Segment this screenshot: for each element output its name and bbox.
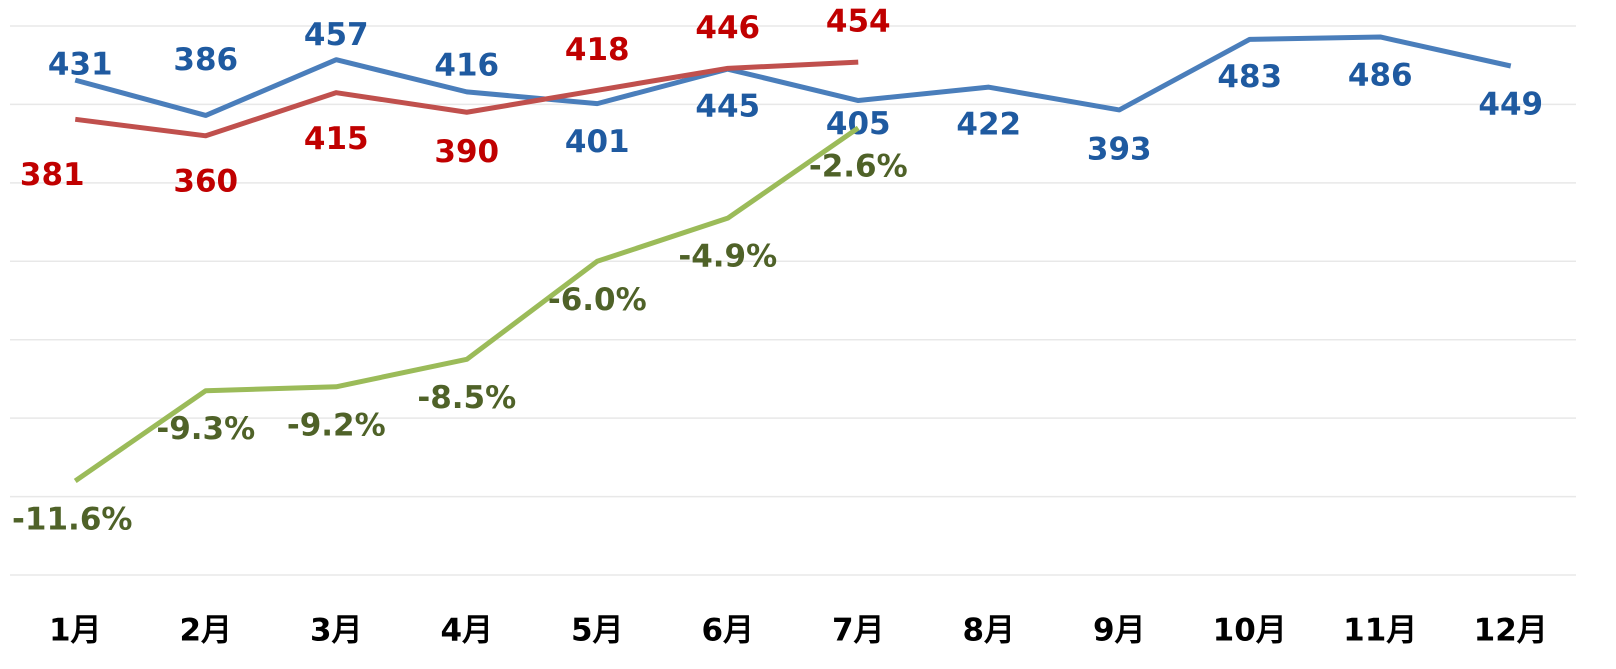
- data-label: -2.6%: [809, 148, 908, 184]
- x-tick-label: 2月: [179, 613, 232, 649]
- data-label: 381: [20, 157, 85, 193]
- x-tick-label: 7月: [832, 613, 885, 649]
- x-tick-label: 12月: [1474, 613, 1548, 649]
- data-label: 449: [1478, 86, 1543, 122]
- data-label: 416: [434, 47, 499, 83]
- data-label: -4.9%: [678, 239, 777, 275]
- data-label: 431: [48, 47, 113, 83]
- x-tick-label: 5月: [571, 613, 624, 649]
- x-tick-label: 9月: [1093, 613, 1146, 649]
- data-label: 415: [304, 121, 369, 157]
- data-label: 418: [565, 32, 630, 68]
- series-line: [74, 59, 859, 139]
- x-tick-label: 8月: [962, 613, 1015, 649]
- data-label: 390: [434, 134, 499, 170]
- data-label: 422: [956, 107, 1021, 143]
- x-tick-label: 10月: [1213, 613, 1287, 649]
- data-label: 457: [304, 17, 369, 53]
- data-label: -8.5%: [417, 380, 516, 416]
- data-label: 401: [565, 124, 630, 160]
- data-label: -11.6%: [12, 501, 132, 537]
- x-tick-label: 6月: [701, 613, 754, 649]
- x-tick-label: 1月: [49, 613, 102, 649]
- data-label: 446: [695, 10, 760, 46]
- data-label: 405: [826, 106, 891, 142]
- x-tick-label: 4月: [440, 613, 493, 649]
- data-label: 483: [1217, 59, 1282, 95]
- data-label: 486: [1348, 57, 1413, 93]
- data-label: -9.3%: [156, 411, 255, 447]
- data-label: 386: [173, 42, 238, 78]
- data-label: 445: [695, 89, 760, 125]
- data-label: 454: [826, 4, 891, 40]
- data-label: -9.2%: [287, 407, 386, 443]
- series-line: [74, 34, 1512, 118]
- series-line: [73, 125, 860, 483]
- x-tick-label: 11月: [1343, 613, 1417, 649]
- x-tick-label: 3月: [310, 613, 363, 649]
- data-label: -6.0%: [548, 282, 647, 318]
- data-label: 360: [173, 163, 238, 199]
- data-label: 393: [1087, 131, 1152, 167]
